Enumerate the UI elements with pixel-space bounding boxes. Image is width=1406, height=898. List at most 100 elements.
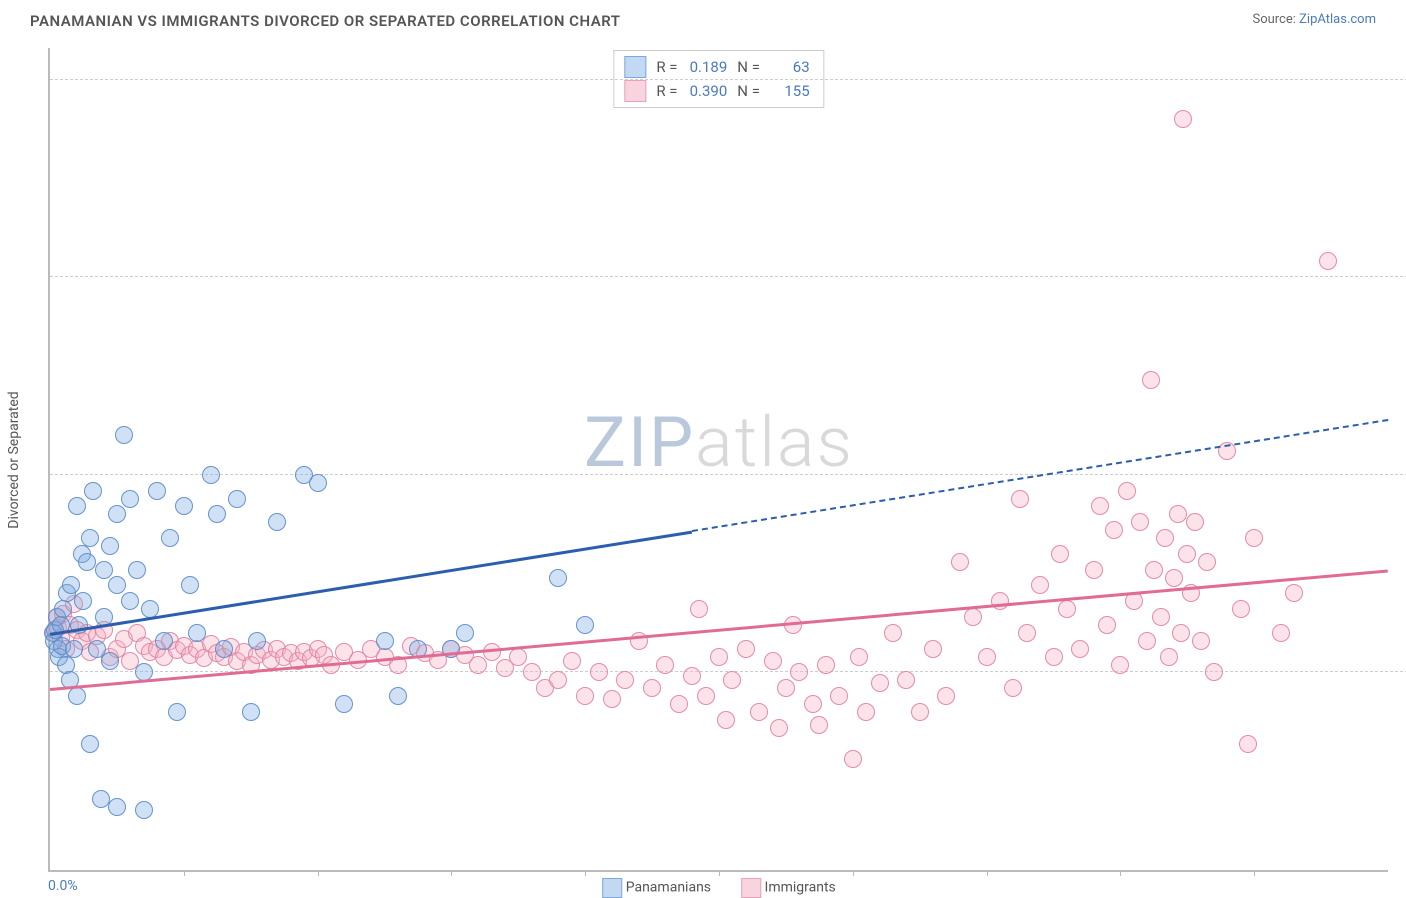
data-point xyxy=(1272,624,1290,642)
data-point xyxy=(1145,561,1163,579)
data-point xyxy=(697,687,715,705)
x-tick-mark xyxy=(1120,870,1121,876)
trend-line xyxy=(50,530,693,635)
data-point xyxy=(951,553,969,571)
data-point xyxy=(1198,553,1216,571)
y-tick-label: 50.0% xyxy=(1398,56,1406,72)
data-point xyxy=(188,624,206,642)
data-point xyxy=(148,482,166,500)
data-point xyxy=(1018,624,1036,642)
data-point xyxy=(844,750,862,768)
data-point xyxy=(389,687,407,705)
data-point xyxy=(790,663,808,681)
data-point xyxy=(121,592,139,610)
y-axis-label: Divorced or Separated xyxy=(6,391,22,528)
data-point xyxy=(1239,735,1257,753)
data-point xyxy=(670,695,688,713)
legend-row-pink: R = 0.390 N = 155 xyxy=(624,79,809,103)
data-point xyxy=(643,679,661,697)
data-point xyxy=(68,497,86,515)
data-point xyxy=(1192,632,1210,650)
data-point xyxy=(549,569,567,587)
x-tick-mark xyxy=(987,870,988,876)
legend-series: Panamanians Immigrants xyxy=(602,878,836,898)
data-point xyxy=(563,652,581,670)
data-point xyxy=(108,576,126,594)
data-point xyxy=(81,735,99,753)
data-point xyxy=(764,652,782,670)
data-point xyxy=(335,695,353,713)
data-point xyxy=(737,640,755,658)
data-point xyxy=(1174,110,1192,128)
data-point xyxy=(175,497,193,515)
data-point xyxy=(1172,624,1190,642)
data-point xyxy=(168,703,186,721)
y-tick-label: 12.5% xyxy=(1398,648,1406,664)
data-point xyxy=(1245,529,1263,547)
data-point xyxy=(964,608,982,626)
chart-title: PANAMANIAN VS IMMIGRANTS DIVORCED OR SEP… xyxy=(30,12,621,30)
legend-item-immigrants: Immigrants xyxy=(741,878,836,898)
data-point xyxy=(101,537,119,555)
data-point xyxy=(62,576,80,594)
data-point xyxy=(101,652,119,670)
data-point xyxy=(897,671,915,689)
data-point xyxy=(54,600,72,618)
source-label: Source: ZipAtlas.com xyxy=(1252,12,1376,27)
gridline xyxy=(50,79,1406,80)
source-link[interactable]: ZipAtlas.com xyxy=(1299,12,1376,27)
data-point xyxy=(830,687,848,705)
data-point xyxy=(817,656,835,674)
data-point xyxy=(1085,561,1103,579)
data-point xyxy=(95,561,113,579)
data-point xyxy=(1091,497,1109,515)
data-point xyxy=(1152,608,1170,626)
data-point xyxy=(710,648,728,666)
data-point xyxy=(683,667,701,685)
chart-area: Divorced or Separated ZIPatlas R = 0.189… xyxy=(48,48,1388,872)
data-point xyxy=(1156,529,1174,547)
data-point xyxy=(128,561,146,579)
data-point xyxy=(1186,513,1204,531)
data-point xyxy=(65,640,83,658)
data-point xyxy=(1051,545,1069,563)
data-point xyxy=(215,640,233,658)
data-point xyxy=(135,801,153,819)
data-point xyxy=(1118,482,1136,500)
data-point xyxy=(1071,640,1089,658)
data-point xyxy=(857,703,875,721)
data-point xyxy=(549,671,567,689)
data-point xyxy=(770,719,788,737)
data-point xyxy=(1045,648,1063,666)
y-tick-label: 25.0% xyxy=(1398,451,1406,467)
data-point xyxy=(456,624,474,642)
data-point xyxy=(717,711,735,729)
x-tick-mark xyxy=(451,870,452,876)
x-tick-mark xyxy=(1254,870,1255,876)
data-point xyxy=(1285,584,1303,602)
data-point xyxy=(937,687,955,705)
y-tick-label: 37.5% xyxy=(1398,253,1406,269)
data-point xyxy=(376,632,394,650)
data-point xyxy=(850,648,868,666)
chart-header: PANAMANIAN VS IMMIGRANTS DIVORCED OR SEP… xyxy=(0,0,1406,30)
data-point xyxy=(1319,252,1337,270)
data-point xyxy=(121,490,139,508)
data-point xyxy=(616,671,634,689)
data-point xyxy=(1178,545,1196,563)
data-point xyxy=(115,426,133,444)
data-point xyxy=(1138,632,1156,650)
swatch-pink-icon xyxy=(624,80,646,102)
data-point xyxy=(1165,569,1183,587)
swatch-blue-icon xyxy=(624,56,646,78)
data-point xyxy=(1131,513,1149,531)
data-point xyxy=(1232,600,1250,618)
x-tick-mark xyxy=(719,870,720,876)
data-point xyxy=(268,513,286,531)
data-point xyxy=(871,674,889,692)
gridline xyxy=(50,474,1406,475)
data-point xyxy=(804,695,822,713)
data-point xyxy=(603,690,621,708)
plot-area: ZIPatlas R = 0.189 N = 63 R = 0.390 N = … xyxy=(48,48,1388,872)
data-point xyxy=(576,687,594,705)
